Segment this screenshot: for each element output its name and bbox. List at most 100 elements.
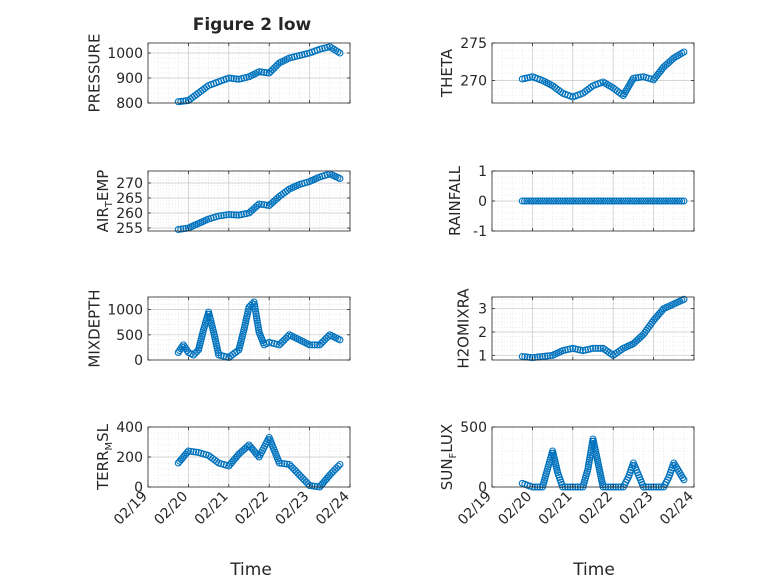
data-point bbox=[193, 348, 201, 356]
y-tick-label: 400 bbox=[116, 420, 143, 436]
data-point bbox=[529, 197, 538, 205]
y-tick-label: 1 bbox=[478, 164, 487, 180]
axes-frame bbox=[491, 426, 695, 488]
y-tick-label: 265 bbox=[116, 191, 143, 207]
x-tick-label: 02/20 bbox=[151, 489, 191, 529]
data-point bbox=[336, 336, 344, 344]
data-point bbox=[243, 442, 251, 451]
data-point bbox=[230, 75, 238, 83]
data-point bbox=[313, 341, 321, 349]
data-point bbox=[629, 74, 637, 82]
data-point bbox=[653, 197, 661, 205]
data-point bbox=[184, 447, 192, 455]
data-point bbox=[177, 225, 185, 233]
data-point bbox=[532, 197, 540, 205]
data-point bbox=[217, 212, 225, 220]
data-point bbox=[590, 197, 598, 205]
y-tick-label: 800 bbox=[116, 96, 143, 112]
y-tick-label: 500 bbox=[460, 420, 487, 436]
data-point bbox=[599, 197, 607, 205]
data-point bbox=[225, 210, 233, 219]
data-point bbox=[621, 197, 630, 205]
data-point bbox=[227, 74, 235, 82]
y-axis-label: RAINFALL bbox=[446, 165, 464, 236]
y-tick-label: 260 bbox=[116, 206, 143, 222]
y-axis-label: TERRMSL bbox=[94, 423, 115, 491]
data-point bbox=[577, 197, 585, 205]
figure-title: Figure 2 low bbox=[193, 15, 312, 35]
data-point bbox=[306, 481, 314, 490]
data-point bbox=[632, 74, 640, 82]
data-point bbox=[669, 197, 677, 205]
data-point bbox=[595, 197, 603, 205]
data-point bbox=[559, 197, 567, 205]
data-point bbox=[179, 97, 187, 105]
axes-frame bbox=[147, 170, 351, 232]
x-tick-label: 02/21 bbox=[192, 489, 232, 529]
data-point bbox=[568, 197, 576, 205]
data-point bbox=[592, 197, 600, 205]
data-point bbox=[626, 197, 634, 205]
data-point bbox=[572, 197, 580, 205]
data-point bbox=[518, 352, 526, 361]
data-point bbox=[189, 448, 197, 456]
axes-frame bbox=[491, 42, 695, 104]
data-point bbox=[255, 200, 263, 208]
data-point bbox=[617, 197, 625, 205]
x-tick-label: 02/24 bbox=[313, 488, 353, 528]
data-point bbox=[334, 462, 342, 470]
data-point bbox=[597, 197, 605, 205]
y-tick-label: 0 bbox=[478, 194, 487, 210]
data-point bbox=[220, 211, 228, 219]
data-point bbox=[675, 197, 683, 205]
y-axis-label: SUNFLUX bbox=[438, 424, 459, 490]
data-point bbox=[556, 197, 565, 205]
data-point bbox=[538, 352, 547, 361]
data-point bbox=[604, 197, 612, 205]
data-point bbox=[525, 197, 533, 205]
data-point bbox=[253, 201, 261, 210]
data-point bbox=[642, 197, 650, 205]
data-point bbox=[174, 98, 182, 106]
data-point bbox=[260, 201, 268, 209]
data-point bbox=[215, 212, 223, 220]
data-point bbox=[601, 197, 609, 205]
data-point bbox=[283, 460, 291, 468]
x-tick-label: 02/21 bbox=[536, 489, 576, 529]
y-tick-label: 500 bbox=[116, 328, 143, 344]
data-point bbox=[634, 73, 643, 82]
data-point bbox=[182, 97, 190, 105]
data-point bbox=[541, 352, 549, 360]
data-point bbox=[538, 197, 547, 205]
data-point bbox=[541, 197, 549, 205]
data-point bbox=[628, 197, 636, 205]
data-point bbox=[619, 197, 627, 205]
data-point bbox=[306, 341, 314, 349]
data-point bbox=[570, 197, 578, 205]
data-point bbox=[563, 197, 571, 205]
data-point bbox=[230, 211, 238, 219]
panel-pressure: 800 900 1000 bbox=[107, 42, 351, 112]
data-point bbox=[275, 459, 283, 467]
data-point bbox=[613, 197, 621, 205]
data-point bbox=[543, 352, 552, 360]
x-tick-label: 02/22 bbox=[576, 489, 616, 529]
data-point bbox=[308, 341, 316, 349]
data-point bbox=[606, 197, 614, 205]
data-point bbox=[232, 75, 240, 83]
data-point bbox=[637, 197, 645, 205]
data-point bbox=[633, 197, 641, 205]
y-tick-label: 1 bbox=[478, 348, 487, 364]
y-tick-label: 270 bbox=[460, 74, 487, 90]
data-point bbox=[624, 197, 632, 205]
data-point bbox=[655, 197, 663, 205]
data-point bbox=[635, 197, 643, 205]
y-axis-label: PRESSURE bbox=[85, 34, 103, 113]
data-point bbox=[680, 476, 688, 484]
data-point bbox=[177, 97, 185, 105]
y-tick-label: 0 bbox=[134, 353, 143, 369]
x-axis-label-left: Time bbox=[229, 560, 272, 580]
panel-mixdepth: 0 500 1000 bbox=[107, 296, 351, 369]
data-point bbox=[588, 197, 596, 205]
panel-terr-msl: 0 200 400 02/19 02/20 02/21 02/22 02/23 02/24 bbox=[111, 420, 353, 528]
